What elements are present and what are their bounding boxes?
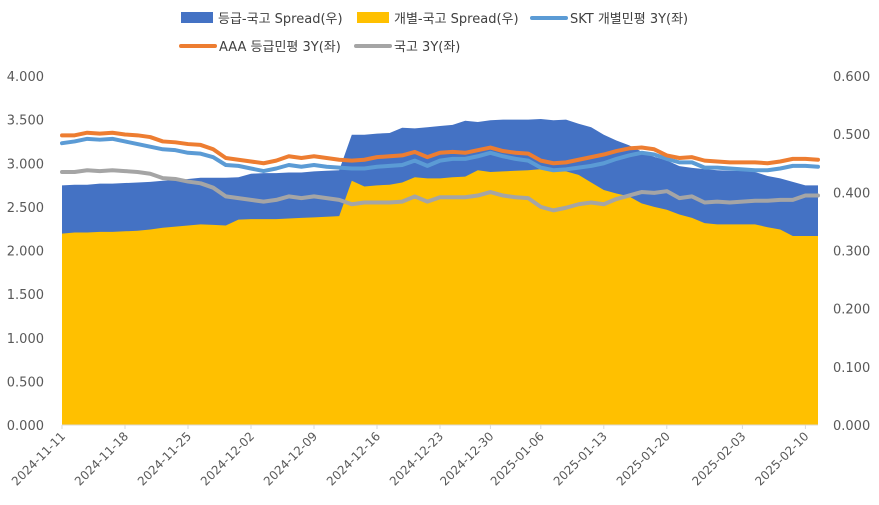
- y-right-tick-label: 0.200: [833, 303, 870, 318]
- x-tick-label: 2025-02-10: [752, 429, 811, 488]
- y-right-tick-label: 0.400: [833, 186, 870, 201]
- y-left-tick-label: 2.500: [7, 201, 44, 216]
- area-series-1: [62, 169, 818, 425]
- y-right-tick-label: 0.300: [833, 245, 870, 260]
- x-tick-label: 2024-11-18: [72, 429, 131, 488]
- y-left-tick-label: 2.000: [7, 245, 44, 260]
- legend-label-aaa: AAA 등급민평 3Y(좌): [219, 40, 341, 55]
- y-left-tick-label: 1.000: [7, 332, 44, 347]
- y-left-tick-label: 0.500: [7, 375, 44, 390]
- y-right-tick-label: 0.600: [833, 70, 870, 85]
- legend: 등급-국고 Spread(우) 개별-국고 Spread(우) SKT 개별민평…: [179, 12, 688, 55]
- legend-item-skt: SKT 개별민평 3Y(좌): [530, 12, 688, 27]
- line-series-2: [60, 136, 820, 174]
- y-left-tick-label: 3.500: [7, 114, 44, 129]
- y-left-tick-label: 1.500: [7, 288, 44, 303]
- y-left-tick-label: 3.000: [7, 157, 44, 172]
- legend-item-individual-spread: 개별-국고 Spread(우): [357, 12, 519, 27]
- x-tick-label: 2025-01-13: [551, 429, 610, 488]
- legend-item-grade-spread: 등급-국고 Spread(우): [181, 12, 343, 27]
- y-left-tick-label: 0.000: [7, 419, 44, 434]
- plot-area: [60, 119, 820, 425]
- x-tick-label: 2025-01-06: [488, 429, 547, 488]
- x-tick-label: 2025-01-20: [614, 429, 673, 488]
- y-left-tick-label: 4.000: [7, 70, 44, 85]
- x-tick-label: 2024-12-09: [261, 429, 320, 488]
- x-tick-label: 2024-12-16: [324, 429, 383, 488]
- legend-label-grade-spread: 등급-국고 Spread(우): [218, 12, 343, 27]
- x-tick-label: 2024-12-02: [198, 429, 257, 488]
- legend-item-ktb: 국고 3Y(좌): [354, 40, 460, 55]
- y-right-tick-label: 0.100: [833, 361, 870, 376]
- legend-item-aaa: AAA 등급민평 3Y(좌): [179, 40, 341, 55]
- legend-swatch-grade-spread: [181, 12, 213, 23]
- y-right-tick-label: 0.000: [833, 419, 870, 434]
- x-tick-label: 2024-11-11: [9, 429, 68, 488]
- legend-swatch-individual-spread: [357, 12, 389, 23]
- legend-label-ktb: 국고 3Y(좌): [394, 40, 460, 55]
- legend-label-skt: SKT 개별민평 3Y(좌): [570, 12, 688, 27]
- y-right-tick-label: 0.500: [833, 128, 870, 143]
- legend-label-individual-spread: 개별-국고 Spread(우): [394, 12, 519, 27]
- x-tick-label: 2025-02-03: [689, 429, 748, 488]
- line-series-4: [60, 168, 820, 213]
- line-series-3: [60, 130, 820, 166]
- x-tick-label: 2024-11-25: [135, 429, 194, 488]
